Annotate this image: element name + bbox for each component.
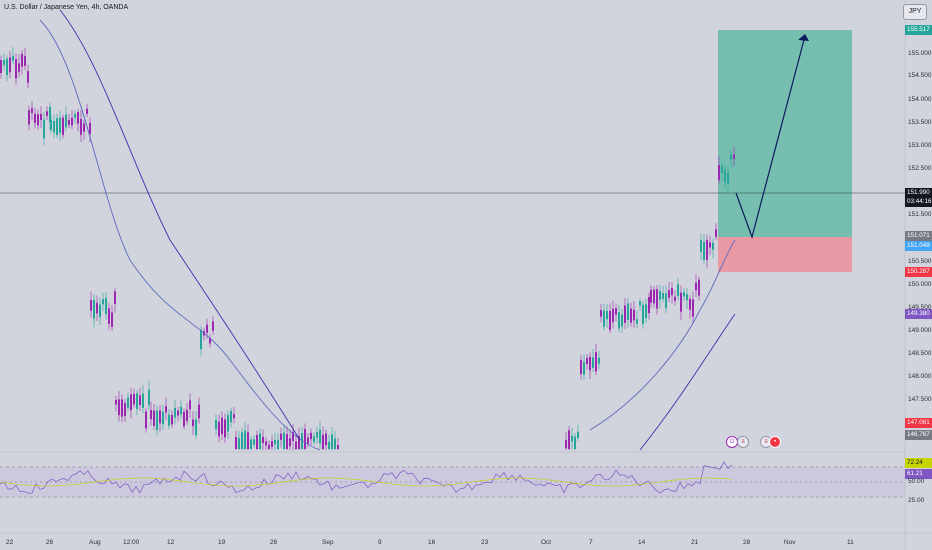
time-label: Aug	[89, 539, 101, 546]
low-price-tag-2: 146.767	[905, 430, 932, 440]
candles	[0, 47, 735, 450]
ma-fast-tag: 151.049	[905, 241, 932, 251]
projection-path[interactable]	[735, 35, 806, 240]
price-label: 150.000	[908, 281, 932, 288]
price-label: 152.500	[908, 165, 932, 172]
time-label: 26	[46, 539, 54, 546]
time-label: 12:00	[123, 539, 140, 546]
stop-price-tag: 150.287	[905, 267, 932, 277]
red-event-icon[interactable]: •	[769, 436, 781, 448]
time-label: 11	[847, 539, 854, 546]
time-label: 12	[167, 539, 175, 546]
time-label: Oct	[541, 539, 552, 546]
price-label: 154.000	[908, 96, 932, 103]
currency-button[interactable]: JPY	[903, 4, 927, 20]
time-label: Sep	[322, 539, 334, 546]
price-label: 151.500	[908, 211, 932, 218]
rsi-ma-tag: 61.21	[905, 469, 932, 479]
countdown-tag: 03:44:16	[905, 197, 932, 207]
rsi-value-tag: 72.24	[905, 458, 932, 468]
ma-fast-line	[39, 19, 736, 451]
price-label: 148.000	[908, 373, 932, 380]
time-label: 23	[481, 539, 489, 546]
price-label: 149.500	[908, 304, 932, 311]
symbol-title: U.S. Dollar / Japanese Yen, 4h, OANDA	[4, 4, 129, 11]
price-label: 148.500	[908, 350, 932, 357]
price-label: 147.500	[908, 396, 932, 403]
time-label: 14	[638, 539, 646, 546]
time-label: 9	[378, 539, 382, 546]
low-price-tag: 147.061	[905, 418, 932, 428]
rsi-level-label: 25.00	[908, 497, 925, 504]
time-label: 16	[428, 539, 436, 546]
price-label: 155.000	[908, 50, 932, 57]
ma-slow-tag: 149.380	[905, 309, 932, 319]
time-label: 19	[218, 539, 226, 546]
rsi-level-label: 50.00	[908, 478, 925, 485]
stop-zone[interactable]	[718, 237, 852, 272]
time-label: 22	[6, 539, 14, 546]
time-label: 28	[743, 539, 751, 546]
us-flag-icon[interactable]: ≡	[737, 436, 749, 448]
time-label: 21	[691, 539, 699, 546]
rsi-line	[0, 461, 733, 494]
entry-price-tag: 151.071	[905, 231, 932, 241]
target-price-tag: 155.517	[905, 25, 932, 35]
ma-slow-line	[59, 9, 736, 451]
price-label: 149.000	[908, 327, 932, 334]
time-label: 7	[589, 539, 593, 546]
price-label: 153.000	[908, 142, 932, 149]
target-zone[interactable]	[718, 30, 852, 237]
rsi-ma-line	[0, 477, 733, 487]
price-label: 150.500	[908, 258, 932, 265]
price-label: 153.500	[908, 119, 932, 126]
time-label: 26	[270, 539, 278, 546]
price-label: 154.500	[908, 72, 932, 79]
projection-arrowhead	[798, 34, 809, 41]
last-price-tag: 151.990	[905, 188, 932, 198]
time-label: Nov	[784, 539, 796, 546]
